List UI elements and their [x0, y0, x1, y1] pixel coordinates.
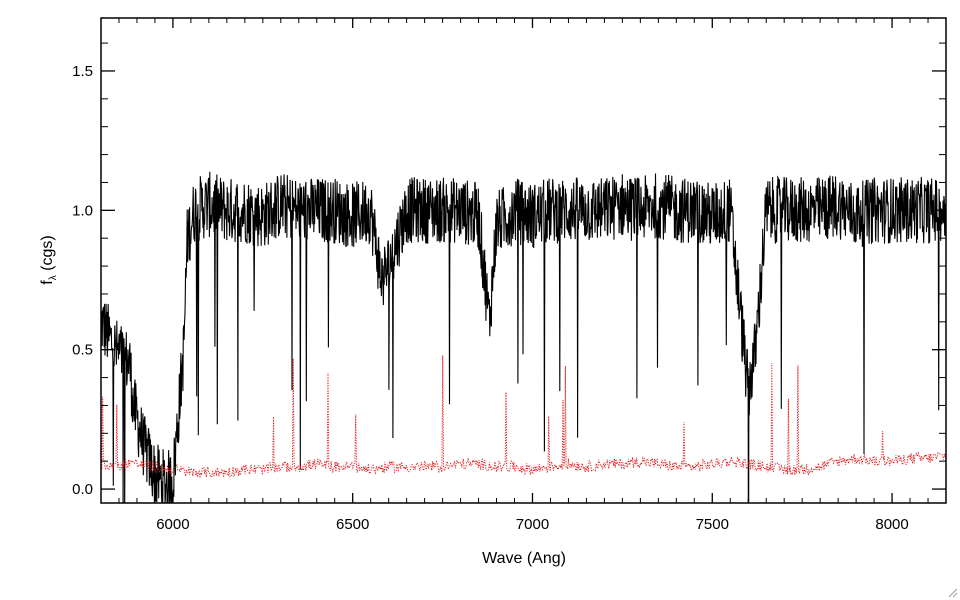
x-tick-label-4: 8000 — [875, 516, 908, 533]
plot-frame — [100, 17, 947, 504]
y-axis-label-subscript: λ — [48, 275, 59, 280]
y-axis-label-main: f — [39, 280, 56, 285]
resize-grip-icon[interactable] — [946, 586, 958, 598]
ticks-layer: 6000 6500 7000 7500 8000 0.0 0.5 1.0 1.5 — [72, 18, 946, 533]
series-layer — [101, 171, 946, 503]
y-axis-label: fλ (cgs) — [39, 235, 59, 284]
y-tick-label-3: 1.5 — [72, 63, 93, 80]
x-tick-label-3: 7500 — [696, 516, 729, 533]
x-tick-label-2: 7000 — [516, 516, 549, 533]
series-2-line — [101, 355, 946, 479]
y-tick-label-0: 0.0 — [72, 481, 93, 498]
x-axis-label: Wave (Ang) — [482, 550, 566, 567]
y-axis-label-unit: (cgs) — [39, 235, 56, 275]
series-1-line — [101, 171, 946, 503]
x-tick-label-0: 6000 — [156, 516, 189, 533]
y-tick-label-1: 0.5 — [72, 342, 93, 359]
x-tick-label-1: 6500 — [336, 516, 369, 533]
y-axis-label-group: fλ (cgs) — [39, 235, 59, 284]
y-tick-label-2: 1.0 — [72, 202, 93, 219]
